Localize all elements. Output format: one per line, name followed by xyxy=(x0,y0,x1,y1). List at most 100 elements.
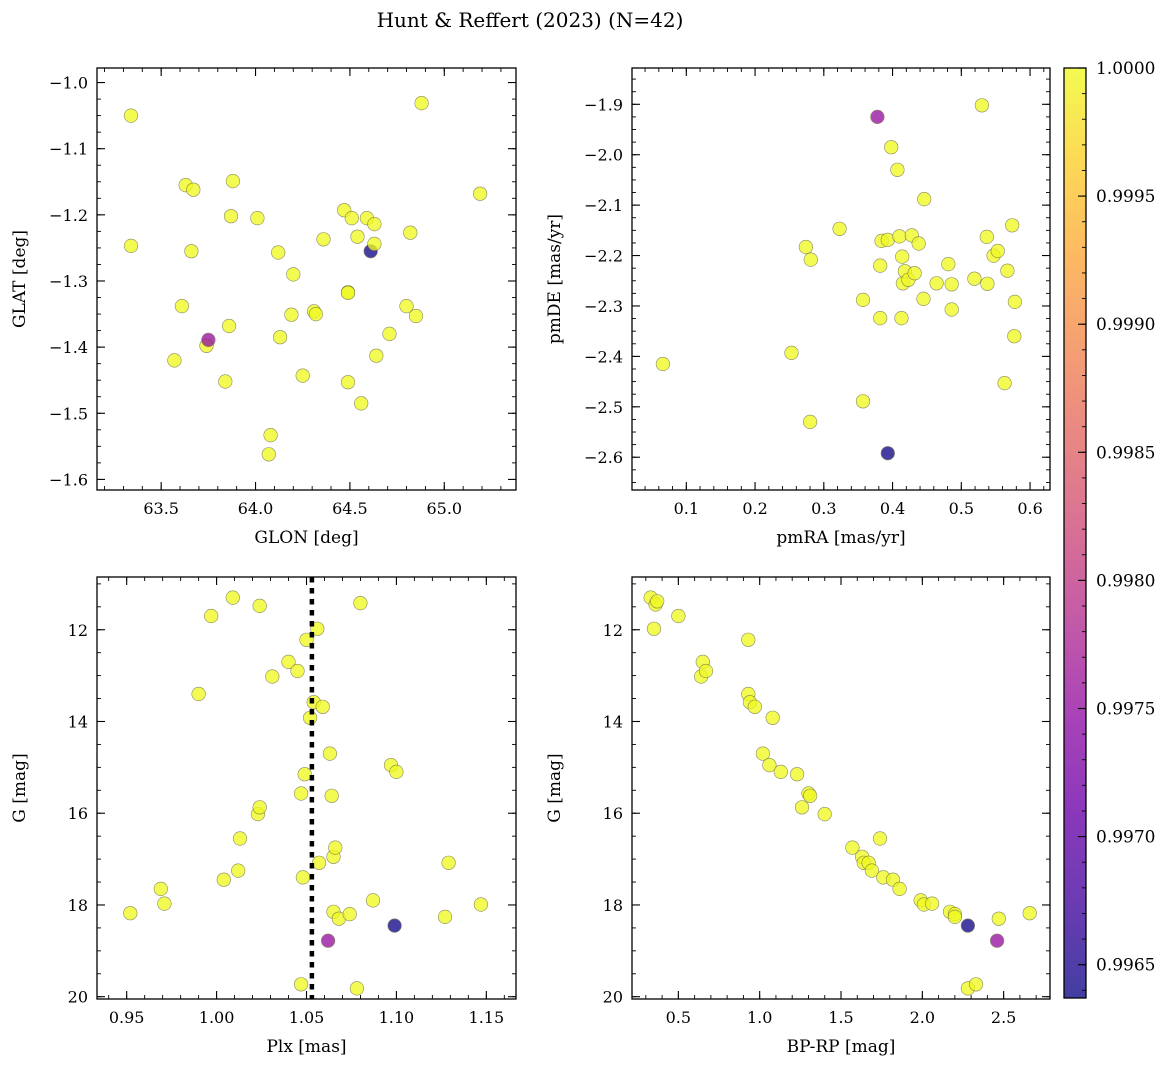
scatter-point xyxy=(403,225,418,240)
x-tick-label: 1.10 xyxy=(379,1008,415,1027)
scatter-point xyxy=(184,244,199,259)
scatter-point xyxy=(284,307,299,322)
scatter-point xyxy=(223,209,239,224)
panels: 63.5 64.0 64.5 65.0 −1.6 −1.5 −1.4 −1.3 −1.2 −1.1… xyxy=(10,67,1051,1057)
y-tick-label: 18 xyxy=(603,896,623,915)
y-tick-label: −2.2 xyxy=(584,247,623,266)
scatter-point xyxy=(817,806,832,822)
x-axis-label: pmRA [mas/yr] xyxy=(776,528,905,548)
plot-frame xyxy=(96,67,517,491)
y-tick-label: 14 xyxy=(68,712,88,731)
scatter-point xyxy=(328,840,343,855)
scatter-point xyxy=(261,447,276,462)
scatter-point xyxy=(1007,329,1022,344)
scatter-point xyxy=(225,174,240,189)
colorbar-tick-label: 0.9990 xyxy=(1096,315,1155,335)
scatter-point xyxy=(895,249,910,264)
x-tick-label: 65.0 xyxy=(426,499,462,518)
y-axis-label: pmDE [mas/yr] xyxy=(545,214,565,344)
x-tick-label: 0.4 xyxy=(880,499,905,518)
scatter-point xyxy=(252,800,267,815)
scatter-point xyxy=(316,232,331,247)
scatter-point xyxy=(174,299,189,314)
y-tick-label: −1.4 xyxy=(49,338,88,357)
colorbar-tick-label: 0.9980 xyxy=(1096,571,1155,591)
scatter-point xyxy=(794,800,810,815)
scatter-point xyxy=(123,238,139,253)
x-tick-label: 64.0 xyxy=(238,499,274,518)
scatter-point xyxy=(911,236,926,251)
scatter-point xyxy=(872,831,888,846)
panel-3: 0.95 1.00 1.05 1.10 1.15 12 14 16 18 20 Plx [mas] G… xyxy=(10,576,517,1057)
scatter-point xyxy=(1000,263,1015,278)
scatter-point xyxy=(894,311,909,326)
x-tick-label: 0.5 xyxy=(949,499,974,518)
panel-2: 0.1 0.2 0.3 0.4 0.5 0.6 −2.6 −2.5 −2.4 −2.3 −2.2 −2… xyxy=(545,67,1051,548)
x-tick-label: 0.2 xyxy=(742,499,767,518)
scatter-point xyxy=(408,308,424,324)
scatter-point xyxy=(387,918,402,933)
scatter-point xyxy=(870,109,885,124)
plot-frame xyxy=(631,576,1051,1000)
colorbar-tick-label: 0.9995 xyxy=(1096,187,1155,207)
y-tick-label: −2.0 xyxy=(584,146,623,165)
scatter-point xyxy=(414,95,429,111)
scatter-point xyxy=(892,881,907,897)
y-tick-label: −2.5 xyxy=(584,398,623,417)
scatter-point xyxy=(367,217,382,232)
scatter-point xyxy=(1007,294,1023,310)
x-axis-label: Plx [mas] xyxy=(266,1037,346,1057)
points-group xyxy=(655,98,1023,461)
y-tick-label: 16 xyxy=(603,804,623,823)
scatter-point xyxy=(382,326,397,342)
y-axis-label: GLAT [deg] xyxy=(10,230,30,328)
scatter-point xyxy=(944,277,959,292)
scatter-point xyxy=(650,594,665,609)
scatter-point xyxy=(369,348,384,363)
scatter-point xyxy=(892,229,907,244)
scatter-point xyxy=(295,368,310,383)
scatter-point xyxy=(747,699,762,714)
x-tick-label: 0.6 xyxy=(1017,499,1042,518)
x-tick-label: 63.5 xyxy=(143,499,179,518)
scatter-point xyxy=(252,598,267,614)
scatter-point xyxy=(979,229,994,244)
panel-4: 0.5 1.0 1.5 2.0 2.5 12 14 16 18 20 BP-RP [mag] G [m… xyxy=(545,576,1051,1057)
points-group xyxy=(123,95,488,462)
colorbar-tick-label: 0.9985 xyxy=(1096,443,1155,463)
y-tick-label: −1.5 xyxy=(49,404,88,423)
scatter-point xyxy=(273,330,288,345)
scatter-point xyxy=(947,909,963,925)
x-tick-label: 1.0 xyxy=(747,1008,772,1027)
x-tick-label: 2.5 xyxy=(991,1008,1016,1027)
scatter-point xyxy=(340,285,356,301)
scatter-point xyxy=(845,840,860,855)
scatter-point xyxy=(353,595,368,611)
scatter-point xyxy=(880,446,895,461)
scatter-point xyxy=(473,897,489,912)
plot-frame xyxy=(96,576,517,1000)
scatter-point xyxy=(873,258,888,273)
scatter-point xyxy=(916,291,931,307)
scatter-point xyxy=(290,663,305,679)
scatter-point xyxy=(980,276,995,291)
scatter-point xyxy=(186,182,201,197)
scatter-point xyxy=(873,311,888,326)
scatter-point xyxy=(344,211,359,226)
scatter-point xyxy=(1005,218,1020,233)
y-tick-label: −1.9 xyxy=(584,95,623,114)
y-tick-label: −1.2 xyxy=(49,206,88,225)
y-tick-label: −2.1 xyxy=(584,196,623,215)
scatter-point xyxy=(365,893,381,908)
y-tick-label: 20 xyxy=(603,988,623,1007)
colorbar-frame xyxy=(1063,67,1087,999)
scatter-point xyxy=(855,394,871,409)
scatter-point xyxy=(191,686,206,702)
scatter-point xyxy=(315,699,330,714)
x-axis-label: GLON [deg] xyxy=(254,528,358,548)
scatter-point xyxy=(167,353,182,368)
colorbar-gradient xyxy=(1064,68,1086,998)
scatter-point xyxy=(997,376,1012,391)
scatter-point xyxy=(216,872,231,887)
